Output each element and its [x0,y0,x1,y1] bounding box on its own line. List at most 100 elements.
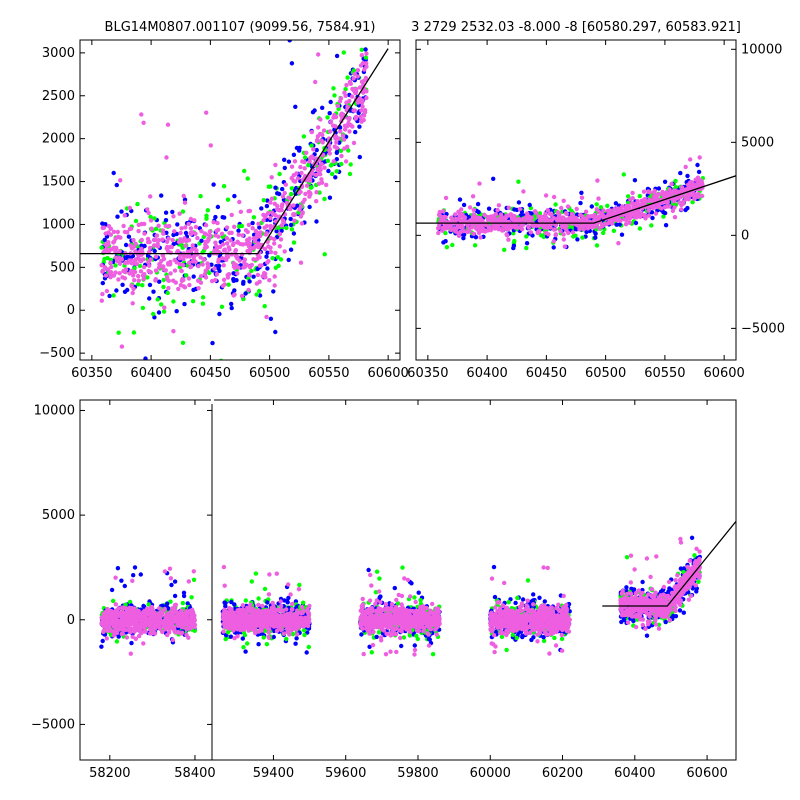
tl-point [180,276,185,282]
b1-y-tick-label: 5000 [42,508,75,523]
tl-point [180,263,186,268]
tl-point [333,124,338,129]
tl-point [329,171,335,177]
tl-point [141,272,146,278]
tl-point [241,279,246,285]
tl-point [287,40,292,43]
tr-point [528,230,533,235]
tl-point [211,182,216,187]
tr-point [620,204,625,209]
tl-point [262,304,267,309]
tl-x-tick-label: 60550 [308,366,349,381]
b1-y-tick-label: 10000 [34,403,75,418]
tl-point [268,249,274,255]
tl-point [175,222,180,227]
tl-point [251,257,256,262]
tl-point [212,266,217,271]
tr-point [559,205,564,211]
tr-point [638,214,643,219]
b2-point [261,635,266,640]
b2-point [559,636,565,642]
tl-point [360,61,366,66]
tl-point [309,143,314,148]
tl-point [299,221,305,226]
tr-point [683,197,688,202]
tl-point [340,133,346,138]
b1-point [171,625,177,630]
tl-point [302,159,307,165]
tl-point [127,205,133,211]
tl-point [207,270,212,276]
tr-point [438,214,443,219]
tl-point [154,233,160,238]
b2-point [499,634,505,639]
tl-point [347,129,352,134]
tl-point [313,172,319,178]
tl-point [186,221,191,227]
tl-point [120,282,125,287]
tl-point [126,234,132,239]
b2-point [293,599,299,604]
tl-point [161,284,166,290]
b1-point [185,601,190,606]
tr-point [498,226,503,232]
tl-point [321,152,326,158]
tl-point [345,104,350,110]
tr-point [630,190,635,196]
tr-point [496,203,502,208]
tr-point [688,157,693,162]
tr-point [696,169,702,175]
b1-point [182,615,187,620]
tr-point [626,194,631,199]
tr-point [662,210,668,216]
tl-point [291,152,297,157]
b2-point [491,564,497,570]
tl-point [136,228,141,234]
tl-point [328,129,333,134]
b2-point [243,598,248,603]
tl-point [344,100,349,105]
b1-point [104,636,110,641]
b1-point [172,617,177,623]
tl-point [295,203,300,208]
tl-point [254,256,260,262]
tl-point [349,94,355,99]
tl-point [192,218,197,223]
tl-point [216,259,221,265]
tl-point [99,298,105,303]
tl-point [162,305,167,310]
tl-point [226,272,232,277]
tl-point [355,74,360,79]
tl-point [130,301,135,306]
tl-point [179,268,184,274]
b2-point [367,644,372,649]
tl-point [262,270,267,276]
tl-point [335,103,340,109]
tl-point [301,134,307,139]
tl-point [261,218,266,223]
tr-point [565,204,571,209]
tl-point [272,237,277,242]
tl-point [283,182,288,187]
tl-point [316,181,322,186]
tl-point [307,159,312,164]
tl-point [294,171,299,176]
tl-point [327,151,332,156]
tl-point [122,289,128,294]
b1-point [169,582,174,588]
b1-point [177,623,182,628]
b1-point [122,605,128,611]
b2-point [228,634,234,639]
tl-point [104,288,110,294]
tr-point [544,218,549,224]
tl-point [202,272,207,277]
tl-point [114,182,120,188]
tr-point [567,215,572,221]
tl-point [265,266,270,271]
tl-point [225,197,231,202]
tr-y-tick-label: −5000 [741,321,785,336]
b2-point [294,636,299,641]
tr-point [578,200,583,206]
tl-point [148,194,153,199]
tr-point [597,226,602,231]
